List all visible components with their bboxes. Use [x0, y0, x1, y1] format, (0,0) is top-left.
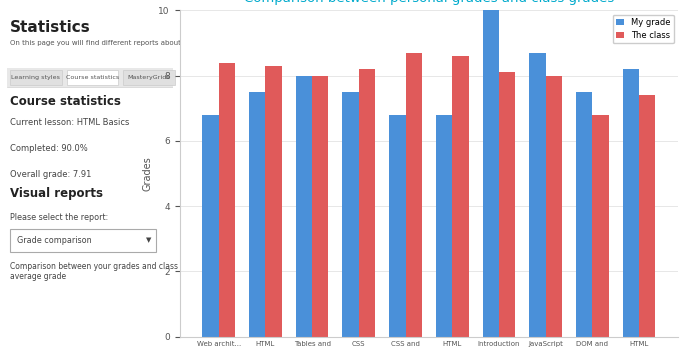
Bar: [202, 115, 219, 337]
Bar: [576, 92, 593, 337]
FancyBboxPatch shape: [7, 68, 173, 87]
FancyBboxPatch shape: [10, 229, 156, 252]
Text: Statistics: Statistics: [10, 20, 91, 35]
Text: Overall grade: 7.91: Overall grade: 7.91: [10, 170, 92, 179]
Text: Comparison between your grades and class
average grade: Comparison between your grades and class…: [10, 262, 178, 281]
Text: MasteryGrids: MasteryGrids: [127, 75, 171, 80]
Bar: [499, 73, 515, 337]
Text: Grade comparison: Grade comparison: [17, 236, 91, 245]
Text: Current lesson: HTML Basics: Current lesson: HTML Basics: [10, 118, 129, 127]
Bar: [265, 66, 282, 337]
Text: Visual reports: Visual reports: [10, 187, 103, 200]
Bar: [436, 115, 452, 337]
Bar: [483, 10, 499, 337]
Bar: [312, 76, 329, 337]
Bar: [546, 76, 562, 337]
Bar: [359, 69, 375, 337]
Text: Course statistics: Course statistics: [66, 75, 119, 80]
Y-axis label: Grades: Grades: [143, 156, 153, 191]
FancyBboxPatch shape: [10, 70, 62, 85]
Text: ▼: ▼: [147, 237, 152, 243]
Text: Completed: 90.0%: Completed: 90.0%: [10, 144, 88, 153]
Bar: [452, 56, 469, 337]
Bar: [639, 95, 656, 337]
Bar: [342, 92, 359, 337]
Legend: My grade, The class: My grade, The class: [613, 15, 674, 43]
Text: Course statistics: Course statistics: [10, 95, 121, 108]
Bar: [623, 69, 639, 337]
Bar: [249, 92, 265, 337]
Text: Learning styles: Learning styles: [12, 75, 60, 80]
Text: Please select the report:: Please select the report:: [10, 213, 108, 222]
Bar: [593, 115, 609, 337]
Title: Comparison between personal grades and class grades: Comparison between personal grades and c…: [244, 0, 614, 5]
Bar: [296, 76, 312, 337]
Bar: [389, 115, 406, 337]
FancyBboxPatch shape: [123, 70, 175, 85]
FancyBboxPatch shape: [66, 70, 119, 85]
Bar: [530, 53, 546, 337]
Bar: [406, 53, 422, 337]
Bar: [219, 62, 235, 337]
Text: On this page you will find different reports about your progress (made within Pr: On this page you will find different rep…: [10, 40, 336, 46]
